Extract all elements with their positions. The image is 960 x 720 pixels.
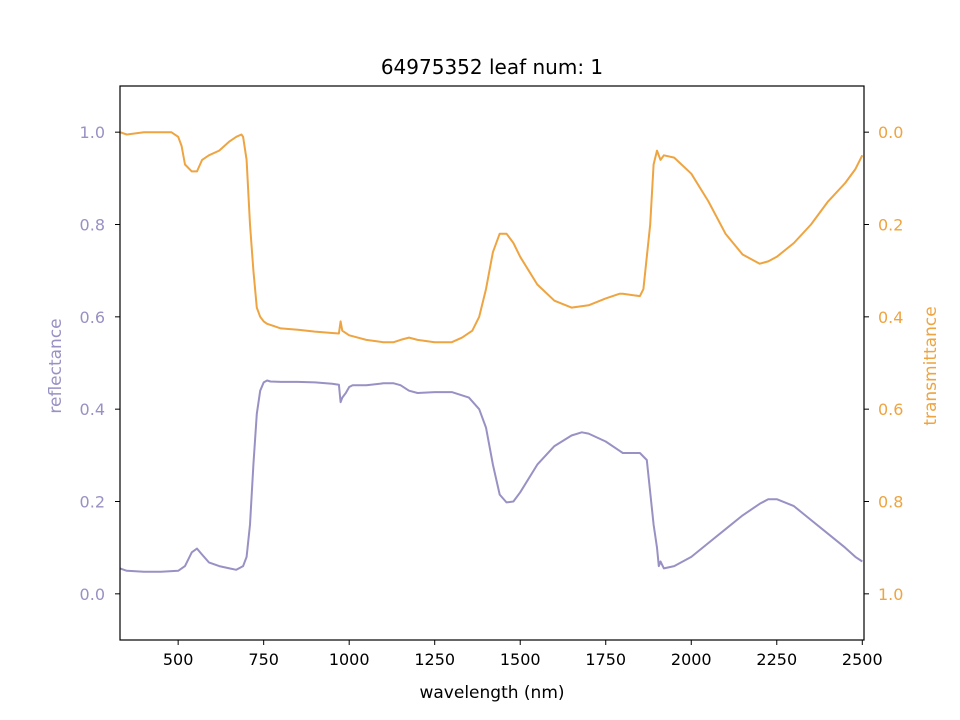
x-tick-label: 2250	[756, 650, 797, 669]
x-tick-label: 1250	[414, 650, 455, 669]
y-left-tick-label: 0.2	[80, 493, 105, 512]
y-axis-transmittance: 0.0 0.2 0.4 0.6 0.8 1.0	[864, 123, 903, 604]
x-axis-label: wavelength (nm)	[419, 683, 564, 703]
y-left-tick-label: 0.0	[80, 585, 105, 604]
y-right-tick-label: 0.0	[878, 123, 903, 142]
y-left-tick-label: 0.8	[80, 216, 105, 235]
x-tick-label: 2000	[671, 650, 712, 669]
plot-frame	[119, 85, 865, 641]
x-axis: 500 750 1000 1250 1500 1750 2000 2250 2500	[163, 640, 883, 669]
y-right-tick-label: 0.8	[878, 493, 903, 512]
y-left-tick-label: 0.4	[80, 400, 105, 419]
x-tick-label: 1500	[500, 650, 541, 669]
x-tick-label: 1750	[585, 650, 626, 669]
x-tick-label: 2500	[842, 650, 883, 669]
y-axis-label-transmittance: transmittance	[921, 306, 941, 425]
y-right-tick-label: 0.2	[878, 216, 903, 235]
reflectance-line	[120, 379, 863, 573]
y-left-tick-label: 0.6	[80, 308, 105, 327]
y-axis-reflectance: 0.0 0.2 0.4 0.6 0.8 1.0	[80, 123, 120, 604]
x-tick-label: 750	[248, 650, 279, 669]
x-tick-label: 500	[163, 650, 194, 669]
transmittance-line	[120, 131, 864, 344]
plot-area	[120, 131, 864, 573]
y-axis-label-reflectance: reflectance	[46, 318, 66, 413]
y-right-tick-label: 0.4	[878, 308, 903, 327]
chart-title: 64975352 leaf num: 1	[381, 55, 603, 79]
y-right-tick-label: 1.0	[878, 585, 903, 604]
y-left-tick-label: 1.0	[80, 123, 105, 142]
x-tick-label: 1000	[329, 650, 370, 669]
y-right-tick-label: 0.6	[878, 400, 903, 419]
